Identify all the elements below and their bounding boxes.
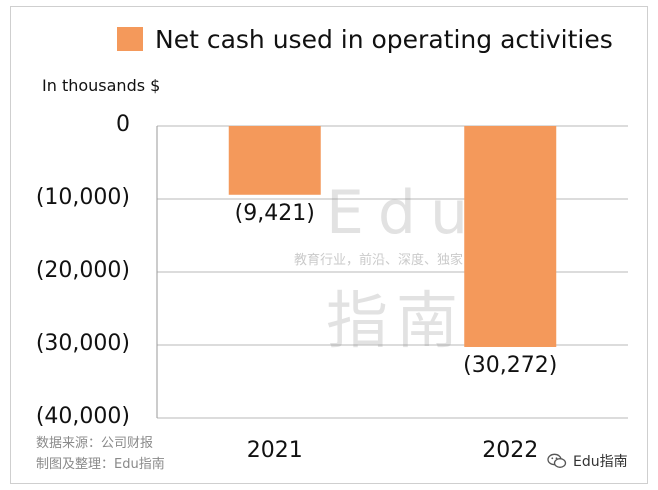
data-label: (9,421) [234,200,315,226]
wechat-icon [547,453,567,468]
y-tick-label: (20,000) [35,258,130,283]
y-unit-label: In thousands $ [42,76,161,95]
y-tick-label: (10,000) [35,185,130,210]
y-tick-label: 0 [116,112,130,137]
x-tick-label: 2021 [246,438,303,463]
bar-2021 [228,126,321,195]
watermark-cn: 指南 [326,284,467,357]
legend-label: Net cash used in operating activities [155,24,613,54]
legend-swatch [117,27,143,51]
y-tick-label: (30,000) [35,331,130,356]
y-tick-label: (40,000) [35,404,130,429]
y-axis-ticks: 0 (10,000) (20,000) (30,000) (40,000) [10,0,130,490]
brand-label: Edu指南 [573,454,628,470]
watermark-tagline: 教育行业，前沿、深度、独家 [294,253,464,268]
data-label: (30,272) [463,352,558,378]
credit-line: 制图及整理：Edu指南 [36,457,165,472]
x-tick-label: 2022 [482,438,539,463]
chart-legend: Net cash used in operating activities [117,24,613,54]
source-line: 数据来源：公司财报 [36,436,154,451]
watermark-latin: Edu [326,178,483,248]
bar-2022 [464,126,557,347]
brand-tag: Edu指南 [547,451,628,471]
